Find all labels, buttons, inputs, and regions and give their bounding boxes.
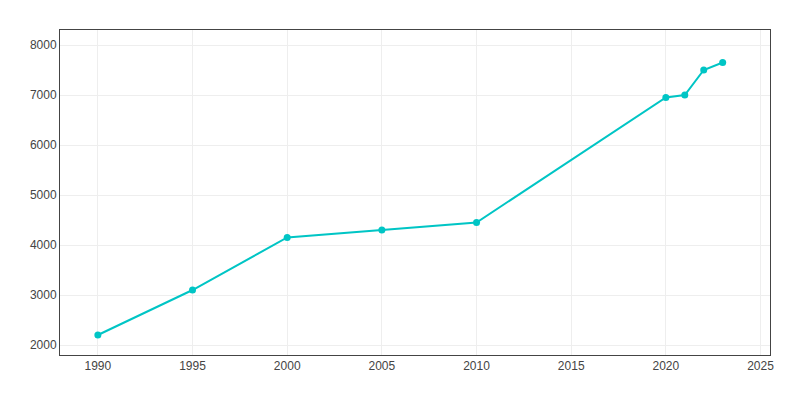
svg-text:2000: 2000 bbox=[274, 359, 301, 373]
svg-text:2000: 2000 bbox=[30, 338, 57, 352]
svg-text:5000: 5000 bbox=[30, 188, 57, 202]
svg-text:3000: 3000 bbox=[30, 288, 57, 302]
svg-text:2020: 2020 bbox=[653, 359, 680, 373]
svg-text:2015: 2015 bbox=[558, 359, 585, 373]
svg-text:2005: 2005 bbox=[369, 359, 396, 373]
svg-text:7000: 7000 bbox=[30, 88, 57, 102]
svg-text:2010: 2010 bbox=[463, 359, 490, 373]
svg-text:6000: 6000 bbox=[30, 138, 57, 152]
svg-text:1995: 1995 bbox=[179, 359, 206, 373]
svg-text:8000: 8000 bbox=[30, 38, 57, 52]
svg-text:1990: 1990 bbox=[85, 359, 112, 373]
svg-text:4000: 4000 bbox=[30, 238, 57, 252]
svg-text:2025: 2025 bbox=[747, 359, 774, 373]
